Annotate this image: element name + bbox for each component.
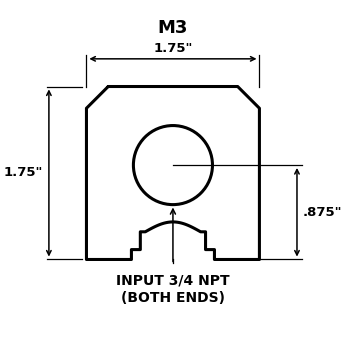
Text: .875": .875" bbox=[303, 206, 343, 219]
Text: 1.75": 1.75" bbox=[3, 166, 43, 179]
Text: 1.75": 1.75" bbox=[153, 42, 193, 55]
Text: INPUT 3/4 NPT
(BOTH ENDS): INPUT 3/4 NPT (BOTH ENDS) bbox=[116, 273, 230, 305]
Text: M3: M3 bbox=[158, 19, 188, 37]
